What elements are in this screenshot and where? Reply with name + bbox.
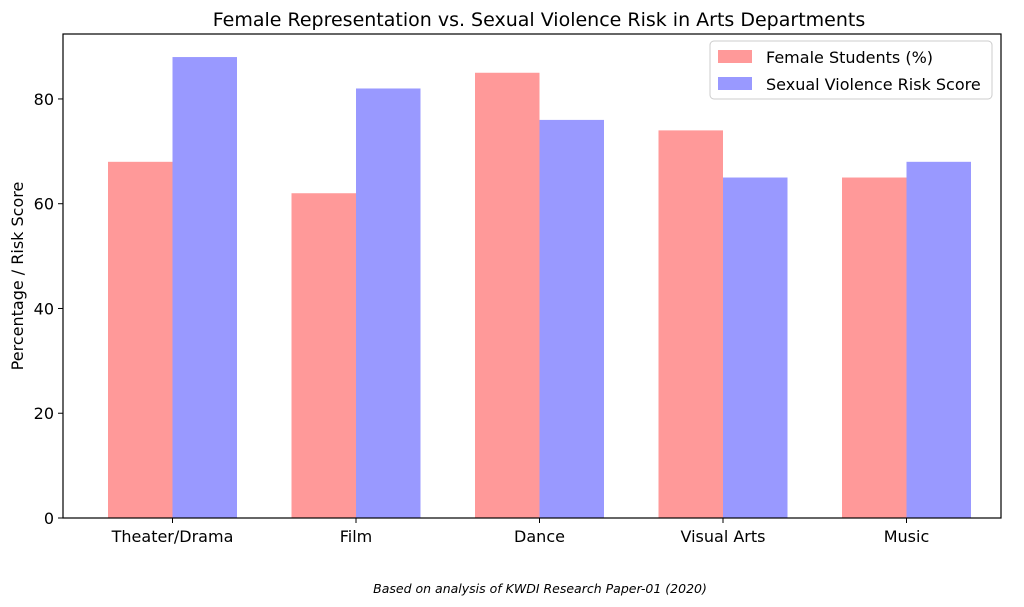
y-ticks: 0 20 40 60 80 xyxy=(34,90,63,528)
y-tick-label: 60 xyxy=(34,195,54,214)
bar-risk-score-1 xyxy=(356,88,421,518)
legend-swatch-risk-score xyxy=(718,77,752,90)
bar-female-students-4 xyxy=(842,177,907,518)
source-caption: Based on analysis of KWDI Research Paper… xyxy=(373,581,707,596)
bar-risk-score-4 xyxy=(906,161,971,519)
bar-risk-score-2 xyxy=(539,119,604,519)
bar-female-students-0 xyxy=(108,161,173,519)
y-tick-label: 0 xyxy=(44,509,54,528)
bar-risk-score-3 xyxy=(723,177,788,518)
legend-swatch-female-students xyxy=(718,50,752,63)
legend-label-female-students: Female Students (%) xyxy=(766,48,933,67)
x-ticks: Theater/Drama Film Dance Visual Arts Music xyxy=(111,518,930,546)
bar-risk-score-0 xyxy=(172,57,237,519)
bar-female-students-1 xyxy=(291,193,356,518)
chart-title: Female Representation vs. Sexual Violenc… xyxy=(213,9,866,31)
y-tick-label: 40 xyxy=(34,299,54,318)
legend: Female Students (%) Sexual Violence Risk … xyxy=(709,40,993,100)
x-tick-label: Visual Arts xyxy=(681,527,766,546)
x-tick-label: Film xyxy=(340,527,373,546)
x-tick-label: Music xyxy=(884,527,930,546)
y-tick-label: 80 xyxy=(34,90,54,109)
bar-female-students-3 xyxy=(658,130,723,518)
bar-female-students-2 xyxy=(475,72,540,518)
y-tick-label: 20 xyxy=(34,404,54,423)
x-tick-label: Dance xyxy=(514,527,565,546)
y-axis-label: Percentage / Risk Score xyxy=(8,182,27,371)
legend-box xyxy=(709,40,993,100)
x-tick-label: Theater/Drama xyxy=(111,527,234,546)
plot-frame xyxy=(62,33,1002,519)
legend-label-risk-score: Sexual Violence Risk Score xyxy=(766,75,981,94)
bars-layer xyxy=(108,57,971,519)
